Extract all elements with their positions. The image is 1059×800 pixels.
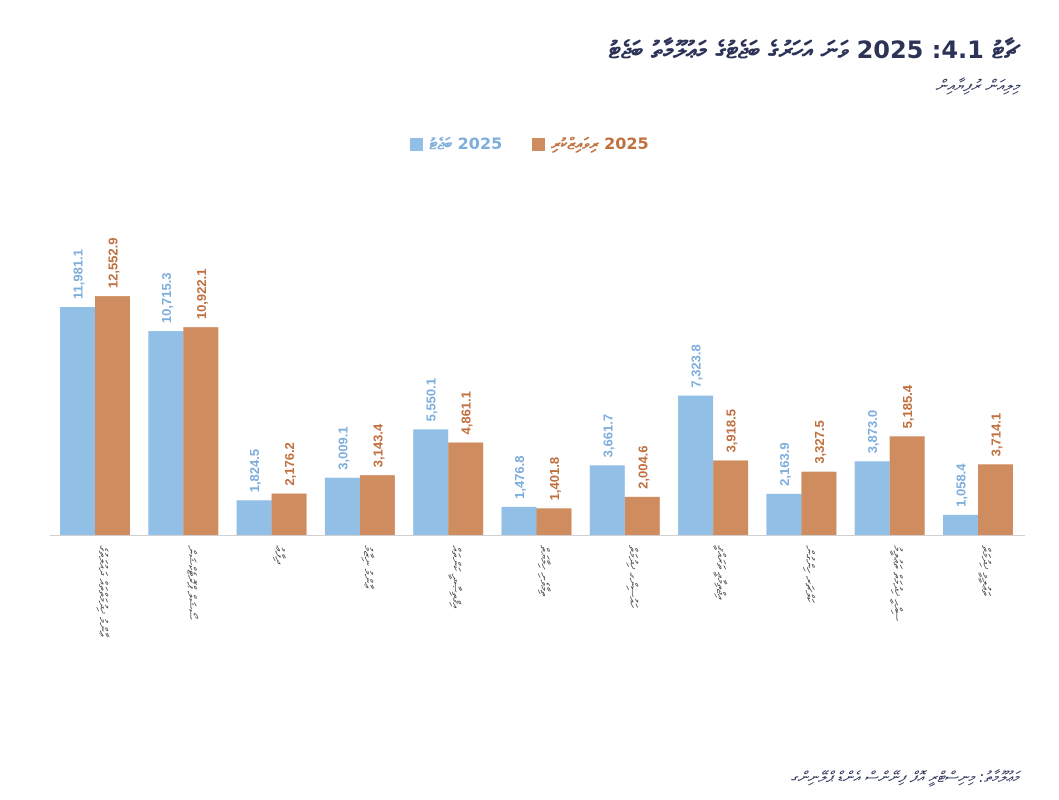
legend-item-revised: 2025 ރިވައިޒްކުރި [532,134,649,154]
category-label: ޢާންމު ޚިދުމަތްތައް ދައުލަތުގެ [96,545,110,638]
bar-budget [60,307,95,535]
chart-title: ޗާޓު 4.1: 2025 ވަނަ އަހަރުގެ ބަޖެޓުގެ މަ… [608,36,1019,64]
bar-budget [854,461,890,535]
legend: 2025 ބަޖެޓު 2025 ރިވައިޒްކުރި [0,134,1059,154]
data-label: 11,981.1 [71,249,86,299]
data-label: 3,714.1 [989,413,1004,456]
data-label: 1,476.8 [512,456,527,499]
legend-swatch-budget [410,137,424,151]
category-label: ހައުސިންގ ޚިދުމަތް [626,545,640,608]
category-label: ދިފާޢު [273,545,287,565]
bar-budget [943,514,978,535]
category-label: ތިމާވެށި ހިމާޔަތް [538,545,552,597]
data-label: 3,009.1 [335,426,350,469]
bar-budget [678,395,714,535]
bar-revised [183,327,219,535]
data-label: 4,861.1 [459,391,474,434]
bar-revised [95,296,130,535]
data-label: 3,918.5 [724,409,739,452]
bar-budget [148,331,184,535]
category-label: ޢާންމު ނިޒާމު [361,545,375,589]
category-label: ތަޢުލީމީ ޚިދުމަތް [978,545,993,596]
bar-budget [766,493,802,535]
bar-budget [324,477,360,535]
category-label: ސިއްޙީ ޚިދުމަތް ތަޢުލީމު [890,545,905,622]
data-label: 5,550.1 [424,378,439,421]
legend-swatch-revised [532,137,546,151]
data-label: 12,552.9 [106,238,121,289]
bar-revised [536,508,572,535]
bar-revised [978,464,1013,535]
data-label: 3,661.7 [600,414,615,457]
bar-revised [713,460,749,535]
bar-revised [624,496,660,535]
data-label: 7,323.8 [689,344,704,387]
bar-revised [889,436,925,535]
data-label: 1,824.5 [247,449,262,492]
data-label: 3,327.5 [812,420,827,463]
bar-revised [359,475,395,535]
legend-item-budget: 2025 ބަޖެޓު [410,134,502,154]
category-label: އިޖްތިމާޢީ ތަރައްޤީ [713,544,728,600]
bar-budget [236,500,272,535]
category-label: ކަލްޗަރ ހިންގުން [802,545,816,603]
data-label: 1,401.8 [547,457,562,500]
data-label: 3,143.4 [370,423,385,467]
legend-label-revised: 2025 ރިވައިޒްކުރި [551,134,649,153]
bar-budget [501,506,537,535]
chart-subtitle: މިލިއަން ރުފިޔާއިން [935,76,1019,95]
data-label: 2,004.6 [635,445,650,488]
data-label: 5,185.4 [900,384,915,428]
bar-budget [413,429,449,535]
category-label: ސޯޝަލް ޕްރޮޓެކްޝަން [184,545,198,620]
data-label: 3,873.0 [865,410,880,453]
data-label: 1,058.4 [954,463,969,507]
source-note: މަޢުލޫމާތު: މިނިސްޓްރީ އޮފް ފިނޭންސް އެނ… [790,768,1019,786]
bar-revised [801,471,837,535]
data-label: 2,176.2 [282,442,297,485]
data-label: 10,715.3 [159,272,174,323]
bar-revised [448,442,484,535]
legend-label-budget: 2025 ބަޖެޓު [429,134,503,153]
category-label: އިޤްތިޞާދީ ކަންތައް [448,545,463,609]
data-label: 2,163.9 [777,442,792,485]
bar-revised [271,493,307,535]
data-label: 10,922.1 [194,269,209,320]
bar-budget [589,465,625,535]
